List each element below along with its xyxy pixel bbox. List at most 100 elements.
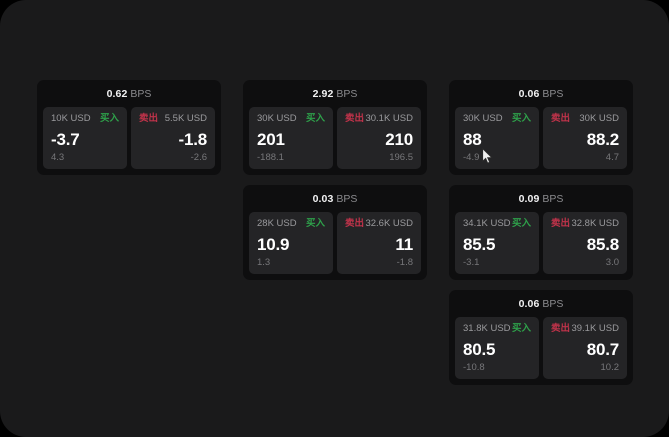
buy-delta: 1.3 bbox=[257, 257, 271, 268]
sell-price: 11 bbox=[395, 234, 413, 254]
bps-value: 2.92 bbox=[312, 88, 334, 100]
buy-price: -3.7 bbox=[51, 129, 80, 149]
sell-size-label: 39.1K USD bbox=[571, 323, 619, 334]
card-sides: 10K USD 买入 -3.7 4.3 卖出 5.5K USD -1.8 -2.6 bbox=[43, 107, 215, 169]
bps-unit-label: BPS bbox=[542, 88, 564, 100]
buy-action-label[interactable]: 买入 bbox=[305, 218, 325, 229]
sell-size-label: 32.8K USD bbox=[571, 218, 619, 229]
bps-value: 0.06 bbox=[518, 298, 540, 310]
sell-price: 210 bbox=[385, 129, 413, 149]
sell-side-panel[interactable]: 卖出 30.1K USD 210 196.5 bbox=[337, 107, 421, 169]
card-sides: 31.8K USD 买入 80.5 -10.8 卖出 39.1K USD 80.7 10.2 bbox=[455, 317, 627, 379]
card-bps-header: 0.62 BPS bbox=[43, 87, 215, 107]
buy-delta: -10.8 bbox=[463, 362, 485, 373]
sell-size-label: 30K USD bbox=[579, 113, 619, 124]
buy-side-panel[interactable]: 34.1K USD 买入 85.5 -3.1 bbox=[455, 212, 539, 274]
buy-action-label[interactable]: 买入 bbox=[305, 113, 325, 124]
bps-value: 0.09 bbox=[518, 193, 540, 205]
side-header: 30K USD 买入 bbox=[463, 113, 531, 125]
quote-card[interactable]: 0.62 BPS 10K USD 买入 -3.7 4.3 卖出 5.5K USD -1.8 -2.… bbox=[37, 80, 221, 175]
bps-value: 0.06 bbox=[518, 88, 540, 100]
buy-side-panel[interactable]: 10K USD 买入 -3.7 4.3 bbox=[43, 107, 127, 169]
sell-price: 88.2 bbox=[586, 129, 619, 149]
sell-size-label: 32.6K USD bbox=[365, 218, 413, 229]
side-header: 28K USD 买入 bbox=[257, 218, 325, 230]
buy-size-label: 34.1K USD bbox=[463, 218, 511, 229]
side-header: 30K USD 买入 bbox=[257, 113, 325, 125]
buy-price: 201 bbox=[257, 129, 285, 149]
buy-action-label[interactable]: 买入 bbox=[511, 323, 531, 334]
buy-size-label: 28K USD bbox=[257, 218, 297, 229]
buy-size-label: 31.8K USD bbox=[463, 323, 511, 334]
sell-delta: 196.5 bbox=[389, 152, 413, 163]
sell-price: 80.7 bbox=[586, 339, 619, 359]
sell-side-panel[interactable]: 卖出 32.8K USD 85.8 3.0 bbox=[543, 212, 627, 274]
card-sides: 28K USD 买入 10.9 1.3 卖出 32.6K USD 11 -1.8 bbox=[249, 212, 421, 274]
quote-card[interactable]: 0.06 BPS 30K USD 买入 88 -4.9 卖出 30K USD 88.2 4.7 bbox=[449, 80, 633, 175]
sell-delta: 3.0 bbox=[605, 257, 619, 268]
buy-size-label: 30K USD bbox=[463, 113, 503, 124]
buy-size-label: 30K USD bbox=[257, 113, 297, 124]
side-header: 卖出 5.5K USD bbox=[139, 113, 207, 125]
sell-side-panel[interactable]: 卖出 30K USD 88.2 4.7 bbox=[543, 107, 627, 169]
sell-side-panel[interactable]: 卖出 39.1K USD 80.7 10.2 bbox=[543, 317, 627, 379]
sell-delta: -2.6 bbox=[190, 152, 207, 163]
bps-value: 0.03 bbox=[312, 193, 334, 205]
sell-delta: -1.8 bbox=[396, 257, 413, 268]
side-header: 31.8K USD 买入 bbox=[463, 323, 531, 335]
bps-unit-label: BPS bbox=[542, 193, 564, 205]
sell-action-label[interactable]: 卖出 bbox=[551, 113, 571, 124]
sell-action-label[interactable]: 卖出 bbox=[551, 323, 571, 334]
buy-side-panel[interactable]: 31.8K USD 买入 80.5 -10.8 bbox=[455, 317, 539, 379]
buy-price: 80.5 bbox=[463, 339, 496, 359]
buy-side-panel[interactable]: 28K USD 买入 10.9 1.3 bbox=[249, 212, 333, 274]
bps-unit-label: BPS bbox=[542, 298, 564, 310]
sell-delta: 10.2 bbox=[600, 362, 620, 373]
sell-action-label[interactable]: 卖出 bbox=[551, 218, 571, 229]
sell-action-label[interactable]: 卖出 bbox=[345, 218, 365, 229]
sell-side-panel[interactable]: 卖出 5.5K USD -1.8 -2.6 bbox=[131, 107, 215, 169]
side-header: 卖出 39.1K USD bbox=[551, 323, 619, 335]
bps-value: 0.62 bbox=[106, 88, 128, 100]
side-header: 卖出 32.6K USD bbox=[345, 218, 413, 230]
side-header: 卖出 32.8K USD bbox=[551, 218, 619, 230]
buy-action-label[interactable]: 买入 bbox=[99, 113, 119, 124]
buy-delta: 4.3 bbox=[51, 152, 65, 163]
quote-card[interactable]: 2.92 BPS 30K USD 买入 201 -188.1 卖出 30.1K USD 210 1… bbox=[243, 80, 427, 175]
card-sides: 30K USD 买入 88 -4.9 卖出 30K USD 88.2 4.7 bbox=[455, 107, 627, 169]
buy-price: 10.9 bbox=[257, 234, 290, 254]
sell-action-label[interactable]: 卖出 bbox=[345, 113, 365, 124]
quote-card[interactable]: 0.06 BPS 31.8K USD 买入 80.5 -10.8 卖出 39.1K USD 80… bbox=[449, 290, 633, 385]
buy-delta: -3.1 bbox=[463, 257, 480, 268]
side-header: 卖出 30K USD bbox=[551, 113, 619, 125]
card-sides: 34.1K USD 买入 85.5 -3.1 卖出 32.8K USD 85.8 3.0 bbox=[455, 212, 627, 274]
card-bps-header: 0.06 BPS bbox=[455, 297, 627, 317]
bps-unit-label: BPS bbox=[130, 88, 152, 100]
sell-size-label: 30.1K USD bbox=[365, 113, 413, 124]
buy-price: 88 bbox=[463, 129, 482, 149]
buy-side-panel[interactable]: 30K USD 买入 201 -188.1 bbox=[249, 107, 333, 169]
quote-board: 0.62 BPS 10K USD 买入 -3.7 4.3 卖出 5.5K USD -1.8 -2.… bbox=[37, 80, 635, 385]
bps-unit-label: BPS bbox=[336, 193, 358, 205]
sell-action-label[interactable]: 卖出 bbox=[139, 113, 159, 124]
sell-price: 85.8 bbox=[586, 234, 619, 254]
quote-card[interactable]: 0.09 BPS 34.1K USD 买入 85.5 -3.1 卖出 32.8K USD 85.… bbox=[449, 185, 633, 280]
bps-unit-label: BPS bbox=[336, 88, 358, 100]
sell-size-label: 5.5K USD bbox=[164, 113, 207, 124]
card-bps-header: 2.92 BPS bbox=[249, 87, 421, 107]
buy-side-panel[interactable]: 30K USD 买入 88 -4.9 bbox=[455, 107, 539, 169]
buy-price: 85.5 bbox=[463, 234, 496, 254]
buy-action-label[interactable]: 买入 bbox=[511, 218, 531, 229]
buy-delta: -188.1 bbox=[257, 152, 284, 163]
sell-delta: 4.7 bbox=[605, 152, 619, 163]
card-bps-header: 0.09 BPS bbox=[455, 192, 627, 212]
quote-column: 2.92 BPS 30K USD 买入 201 -188.1 卖出 30.1K USD 210 1… bbox=[243, 80, 427, 280]
buy-action-label[interactable]: 买入 bbox=[511, 113, 531, 124]
quote-column: 0.62 BPS 10K USD 买入 -3.7 4.3 卖出 5.5K USD -1.8 -2.… bbox=[37, 80, 221, 175]
card-bps-header: 0.03 BPS bbox=[249, 192, 421, 212]
sell-side-panel[interactable]: 卖出 32.6K USD 11 -1.8 bbox=[337, 212, 421, 274]
card-bps-header: 0.06 BPS bbox=[455, 87, 627, 107]
quote-column: 0.06 BPS 30K USD 买入 88 -4.9 卖出 30K USD 88.2 4.7 0.… bbox=[449, 80, 633, 385]
quote-card[interactable]: 0.03 BPS 28K USD 买入 10.9 1.3 卖出 32.6K USD 11 -1.8 bbox=[243, 185, 427, 280]
